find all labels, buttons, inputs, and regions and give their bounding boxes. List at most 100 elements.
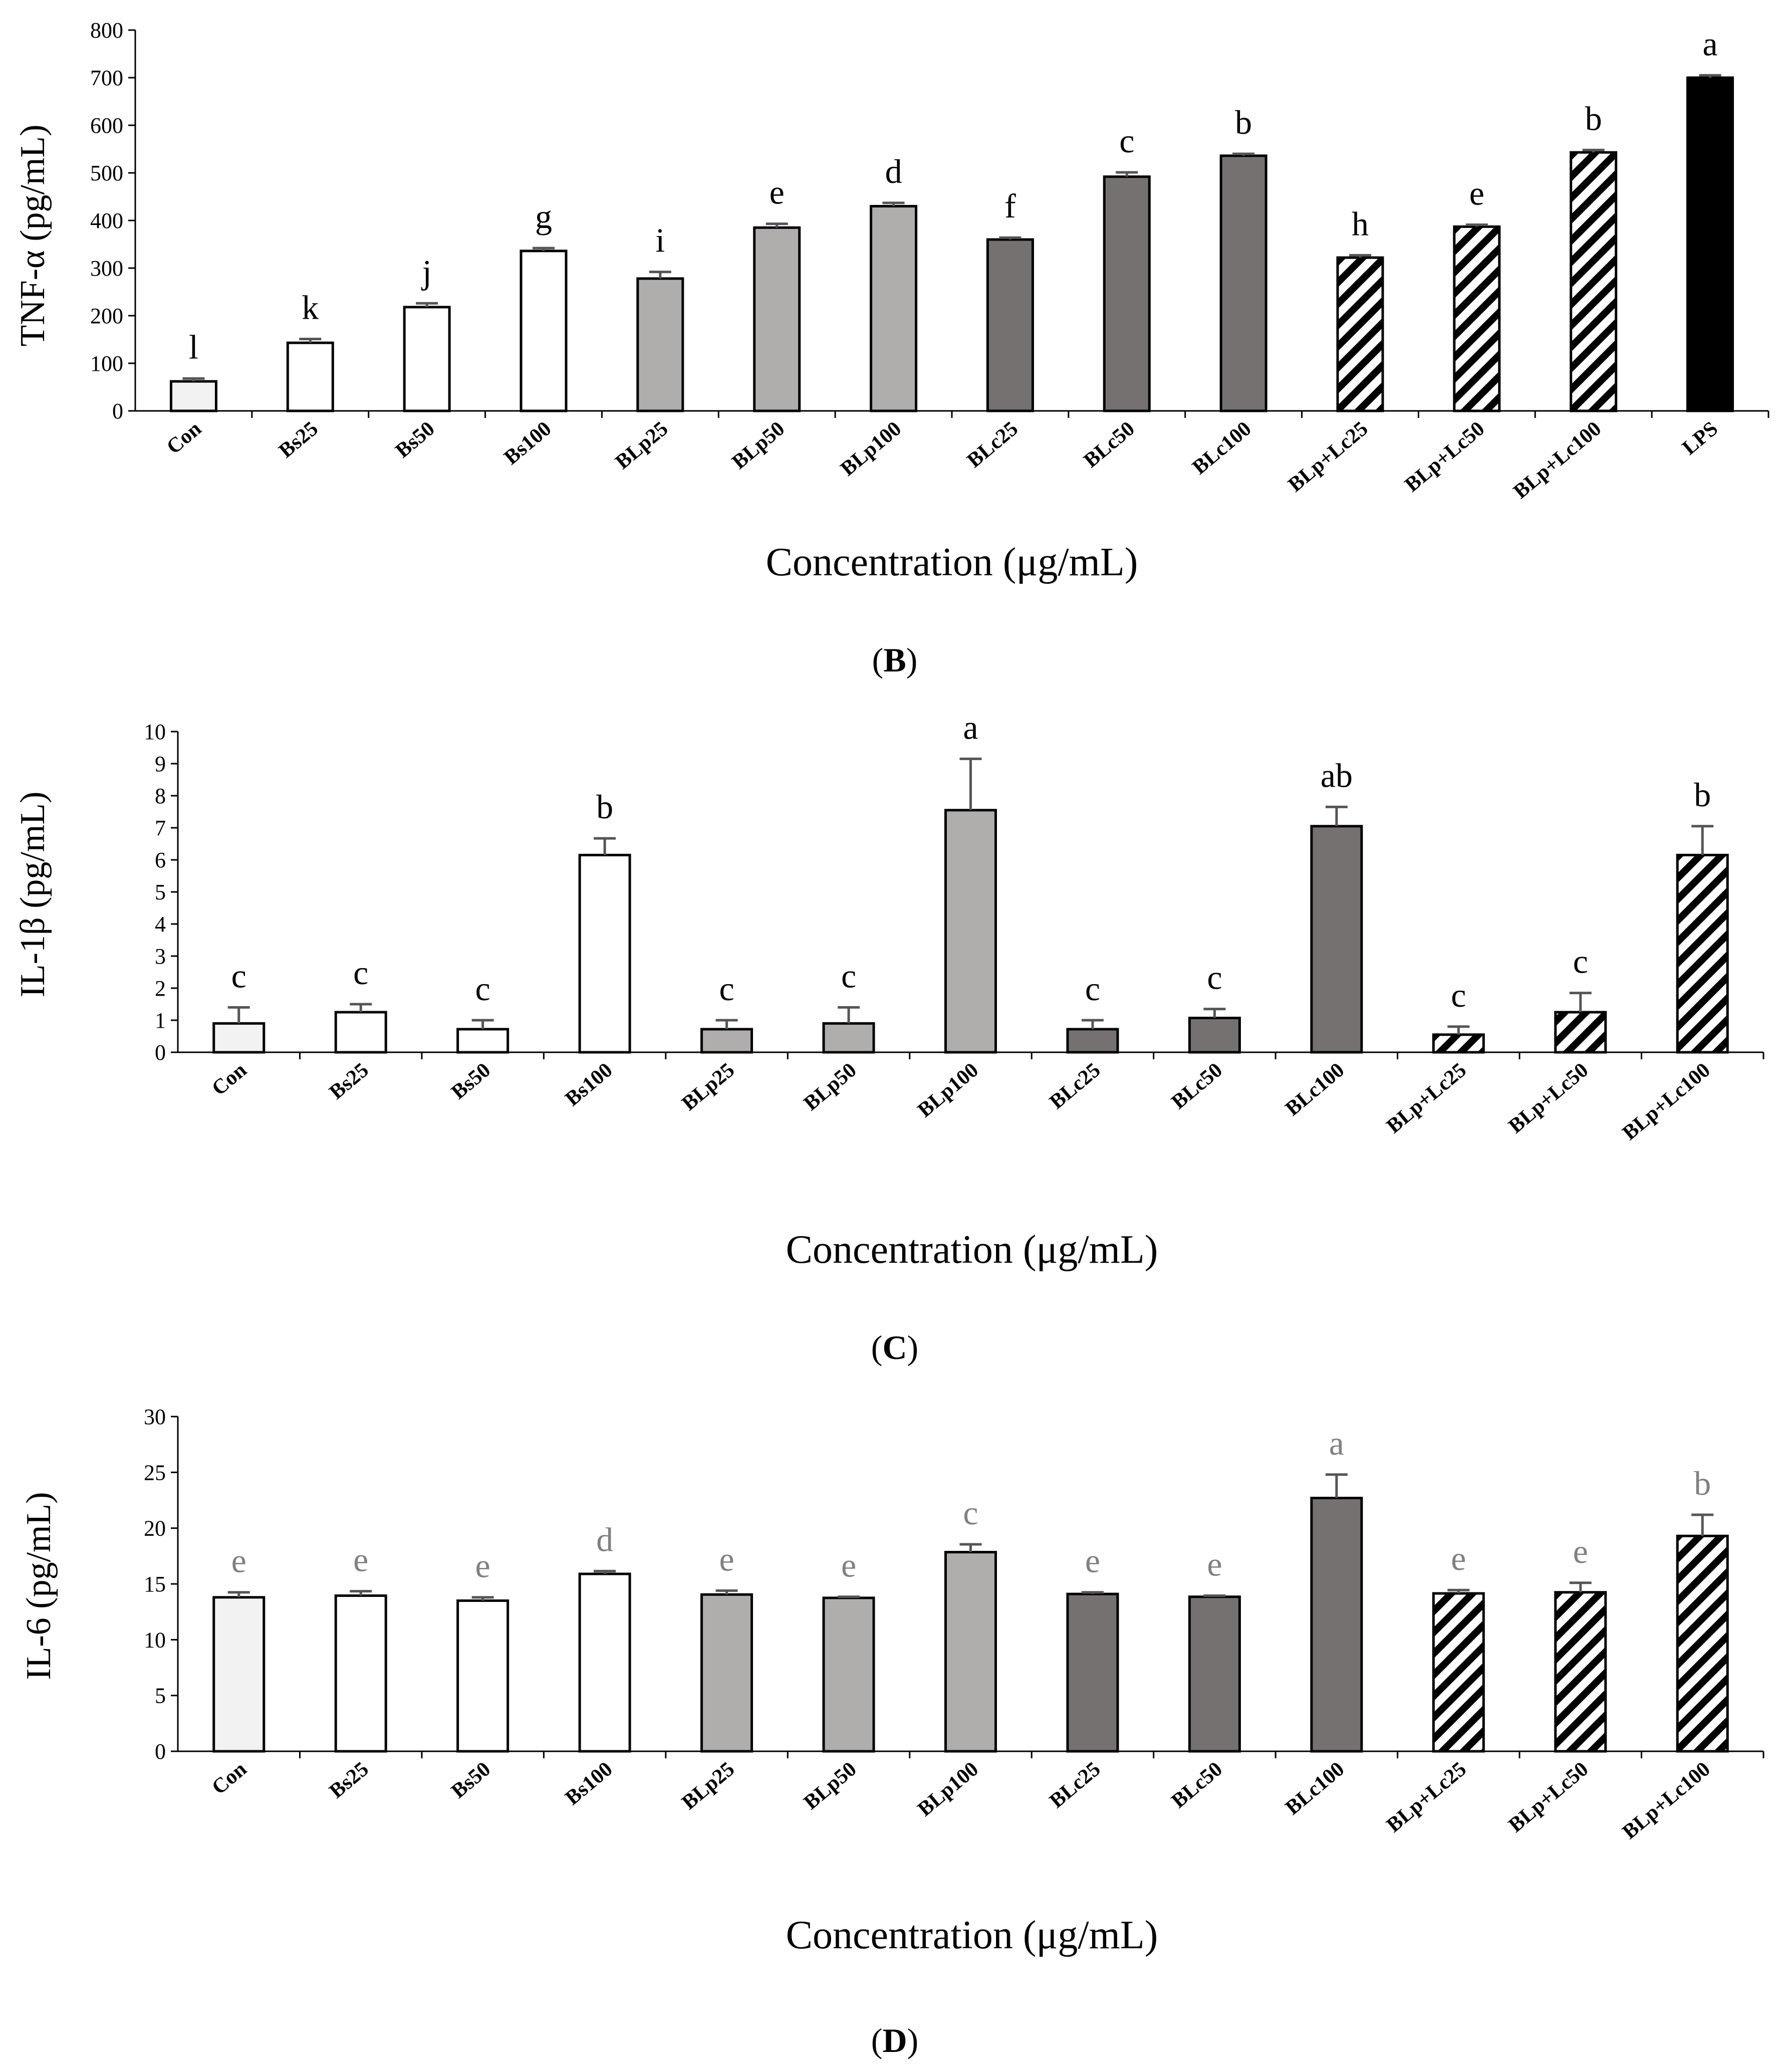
significance-letter: b: [1235, 103, 1252, 141]
significance-letter: c: [963, 1494, 978, 1532]
significance-letter: e: [719, 1540, 734, 1578]
y-tick-label: 700: [90, 66, 123, 90]
significance-letter: c: [1207, 959, 1222, 997]
bar-bs25: [286, 341, 334, 412]
y-tick-label: 7: [155, 816, 166, 840]
x-tick-label: BLp25: [677, 1058, 739, 1115]
bar-bs100: [578, 853, 631, 1054]
bar-blp-lc25: [1432, 1592, 1485, 1753]
bar-con: [169, 380, 217, 412]
bar-blp-lc25: [1336, 256, 1384, 412]
y-tick-label: 400: [90, 208, 123, 233]
x-tick-label: Bs50: [391, 417, 439, 463]
bar-blp100: [870, 205, 918, 412]
significance-letter: c: [1451, 976, 1466, 1014]
bar-bs100: [578, 1572, 631, 1753]
y-tick-label: 5: [155, 1684, 166, 1708]
bar-blp-lc50: [1453, 225, 1501, 412]
bar-bs50: [403, 306, 451, 412]
x-tick-label: BLc50: [1167, 1757, 1227, 1812]
x-tick-label: BLp50: [800, 1757, 861, 1814]
significance-letter: d: [885, 152, 902, 190]
chart-il-6: IL-6 (pg/mL) 0 5 10 15 20 25 30 Con Bs25 Bs50 Bs10…: [20, 1405, 1764, 1957]
x-tick-label: BLp50: [728, 417, 790, 474]
chart-tnf-alpha: TNF-α (pg/mL) 0 100 200 300 400 500 600 700 800 C…: [14, 18, 1769, 584]
significance-letter: b: [1694, 1464, 1711, 1502]
bar-blp100: [944, 809, 997, 1054]
significance-letter: b: [1694, 776, 1711, 814]
significance-letter: c: [1085, 970, 1100, 1008]
bar-blc100: [1310, 1497, 1363, 1753]
significance-letter: c: [719, 970, 734, 1008]
x-tick-label: BLp+Lc100: [1618, 1757, 1715, 1844]
significance-letter: e: [1573, 1532, 1588, 1570]
panel-label-d-letter: D: [882, 2021, 907, 2059]
significance-letter: c: [1119, 122, 1134, 160]
y-tick-label: 0: [155, 1739, 166, 1764]
significance-letter: e: [1207, 1545, 1222, 1583]
bar-bs50: [456, 1599, 509, 1753]
significance-letter: h: [1352, 204, 1369, 243]
y-axis-label: IL-6 (pg/mL): [20, 1492, 58, 1680]
chart-il-1beta: IL-1β (pg/mL) 0 1 2 3 4 5 6 7 8 9 10 Con Bs25 Bs50 Bs1…: [14, 708, 1764, 1272]
significance-letter: e: [475, 1547, 490, 1585]
significance-letter: c: [841, 957, 856, 995]
bar-blc25: [986, 238, 1034, 412]
y-tick-label: 9: [155, 752, 166, 776]
bar-blc50: [1188, 1017, 1241, 1054]
x-tick-label: Bs25: [325, 1757, 373, 1803]
bar-bs25: [334, 1011, 387, 1054]
bars: e e e d e e c e e a e e b: [212, 1424, 1729, 1753]
bar-blp-lc100: [1570, 151, 1618, 412]
significance-letter: a: [1702, 25, 1717, 63]
y-tick-label: 6: [155, 848, 166, 872]
significance-letter: e: [770, 173, 785, 211]
bar-blc25: [1066, 1592, 1119, 1753]
bar-blc100: [1219, 154, 1267, 412]
y-axis-label: TNF-α (pg/mL): [14, 124, 52, 346]
x-axis-label: Concentration (μg/mL): [786, 1228, 1158, 1272]
x-tick-label: Bs50: [447, 1058, 495, 1104]
bar-bs50: [456, 1028, 509, 1054]
x-tick-label: BLc25: [1045, 1757, 1105, 1812]
significance-letter: a: [1329, 1424, 1344, 1462]
panel-label-d: (D): [871, 2021, 918, 2059]
x-tick-label: BLc25: [963, 417, 1022, 472]
x-tick-label: BLc100: [1281, 1757, 1349, 1819]
x-tick-label: BLp+Lc50: [1504, 1058, 1593, 1138]
y-tick-label: 0: [155, 1040, 166, 1065]
y-tick-label: 1: [155, 1008, 166, 1033]
significance-letter: a: [963, 708, 978, 746]
significance-letter: e: [353, 1540, 368, 1578]
bar-lps: [1686, 76, 1734, 412]
x-tick-label: Con: [207, 1058, 251, 1100]
bar-bs25: [334, 1594, 387, 1753]
significance-letter: c: [475, 970, 490, 1008]
x-tick-label: Bs100: [561, 1058, 617, 1110]
x-tick-label: BLc50: [1167, 1058, 1227, 1113]
significance-letter: c: [353, 954, 368, 992]
y-tick-label: 2: [155, 976, 166, 1001]
significance-letter: c: [231, 957, 246, 995]
significance-letter: c: [1573, 943, 1588, 981]
x-axis-label: Concentration (μg/mL): [766, 540, 1138, 584]
bar-blp25: [700, 1593, 753, 1753]
bar-blc25: [1066, 1028, 1119, 1054]
bar-blp25: [636, 277, 684, 412]
y-tick-label: 5: [155, 880, 166, 904]
significance-letter: e: [841, 1546, 856, 1584]
significance-letter: j: [421, 253, 432, 291]
x-tick-label: BLp+Lc100: [1618, 1058, 1715, 1144]
x-tick-label: BLp+Lc100: [1509, 417, 1606, 503]
x-tick-label: Bs50: [447, 1757, 495, 1803]
panel-label-c-letter: C: [882, 1328, 907, 1366]
x-tick-label: BLp+Lc25: [1382, 1058, 1471, 1138]
significance-letter: ab: [1321, 756, 1353, 794]
significance-letter: e: [1085, 1542, 1100, 1580]
panel-label-b-letter: B: [883, 641, 906, 679]
bar-con: [212, 1596, 266, 1753]
x-tick-label: BLp+Lc50: [1504, 1757, 1593, 1837]
bar-bs100: [520, 250, 568, 412]
significance-letter: l: [189, 328, 198, 366]
x-tick-label: BLc100: [1188, 417, 1256, 479]
